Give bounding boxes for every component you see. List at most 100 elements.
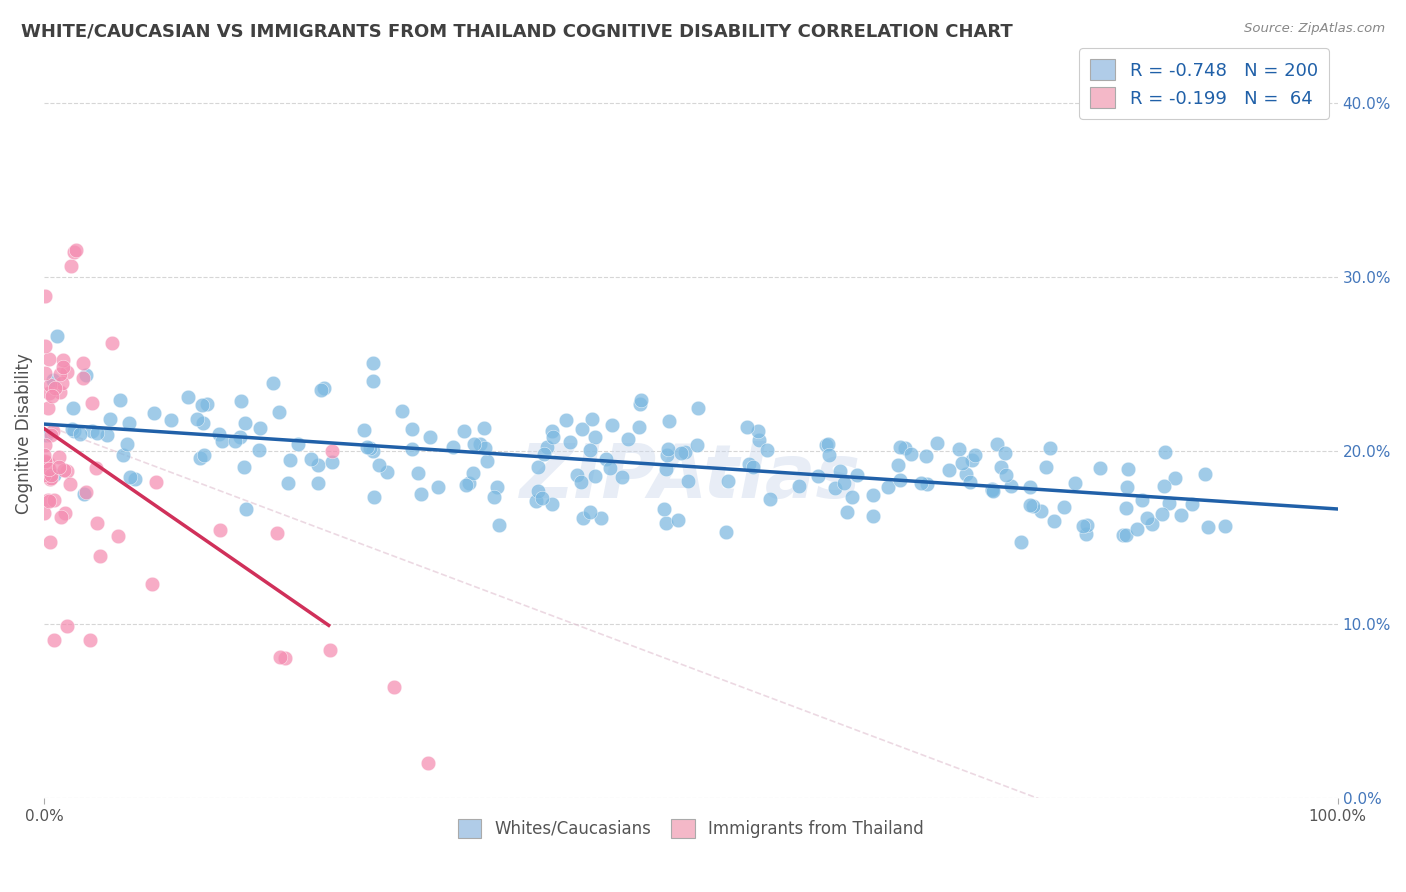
Point <box>53 463 76 477</box>
Point <box>1000 479 1022 493</box>
Point <box>472 421 495 435</box>
Point <box>524 493 547 508</box>
Point <box>56 365 79 379</box>
Point <box>915 477 938 491</box>
Point <box>411 486 433 500</box>
Point <box>191 416 214 430</box>
Point <box>824 481 846 495</box>
Point <box>176 390 198 404</box>
Point <box>669 445 692 459</box>
Point <box>1021 499 1043 513</box>
Point <box>1164 471 1187 485</box>
Point <box>714 524 737 539</box>
Point <box>742 460 765 475</box>
Point <box>1088 461 1111 475</box>
Point <box>1126 522 1149 536</box>
Point <box>72 370 94 384</box>
Point <box>124 472 146 486</box>
Point <box>1035 459 1057 474</box>
Point <box>48 450 70 464</box>
Point <box>107 529 129 543</box>
Point <box>108 393 131 408</box>
Point <box>39 535 62 549</box>
Point <box>79 632 101 647</box>
Point <box>278 453 301 467</box>
Point <box>277 475 299 490</box>
Point <box>1076 527 1098 541</box>
Point <box>686 438 709 452</box>
Point <box>309 383 332 397</box>
Point <box>655 516 678 531</box>
Point <box>360 441 382 455</box>
Point <box>862 488 884 502</box>
Point <box>34 339 56 353</box>
Point <box>229 394 252 409</box>
Point <box>910 476 932 491</box>
Point <box>748 433 770 447</box>
Point <box>382 681 405 695</box>
Point <box>758 491 780 506</box>
Point <box>34 366 56 380</box>
Point <box>862 509 884 524</box>
Point <box>86 460 108 475</box>
Point <box>990 459 1012 474</box>
Point <box>747 424 769 438</box>
Point <box>477 453 499 467</box>
Point <box>583 430 606 444</box>
Point <box>401 442 423 457</box>
Y-axis label: Cognitive Disability: Cognitive Disability <box>15 353 32 514</box>
Point <box>837 505 859 519</box>
Point <box>229 430 252 444</box>
Point <box>42 632 65 647</box>
Point <box>35 427 58 442</box>
Text: ZIPAtlas: ZIPAtlas <box>520 441 862 514</box>
Point <box>1039 441 1062 455</box>
Point <box>915 449 938 463</box>
Point <box>82 424 104 438</box>
Point <box>262 376 284 391</box>
Point <box>269 405 291 419</box>
Point <box>48 459 70 474</box>
Point <box>42 424 65 438</box>
Point <box>1031 504 1053 518</box>
Point <box>44 380 66 394</box>
Point <box>536 440 558 454</box>
Point <box>1053 500 1076 515</box>
Point <box>45 329 67 343</box>
Point <box>34 454 56 468</box>
Point <box>60 259 83 273</box>
Point <box>247 442 270 457</box>
Point <box>274 650 297 665</box>
Point <box>980 482 1002 496</box>
Point <box>39 471 62 485</box>
Point <box>738 457 761 471</box>
Point <box>266 526 288 541</box>
Point <box>453 424 475 438</box>
Point <box>73 486 96 500</box>
Point <box>834 476 856 491</box>
Point <box>56 464 79 478</box>
Point <box>208 524 231 538</box>
Point <box>42 467 65 482</box>
Point <box>845 467 868 482</box>
Point <box>630 393 652 408</box>
Point <box>1170 508 1192 522</box>
Point <box>118 416 141 430</box>
Point <box>401 422 423 436</box>
Point <box>595 452 617 467</box>
Point <box>115 437 138 451</box>
Point <box>1071 519 1094 533</box>
Legend: Whites/Caucasians, Immigrants from Thailand: Whites/Caucasians, Immigrants from Thail… <box>451 812 931 845</box>
Point <box>118 470 141 484</box>
Point <box>567 467 589 482</box>
Point <box>307 476 329 491</box>
Point <box>541 430 564 444</box>
Point <box>1150 507 1173 521</box>
Point <box>463 467 485 481</box>
Point <box>666 513 689 527</box>
Point <box>1064 475 1087 490</box>
Point <box>630 397 652 411</box>
Point <box>427 480 450 494</box>
Point <box>319 642 342 657</box>
Point <box>39 468 62 483</box>
